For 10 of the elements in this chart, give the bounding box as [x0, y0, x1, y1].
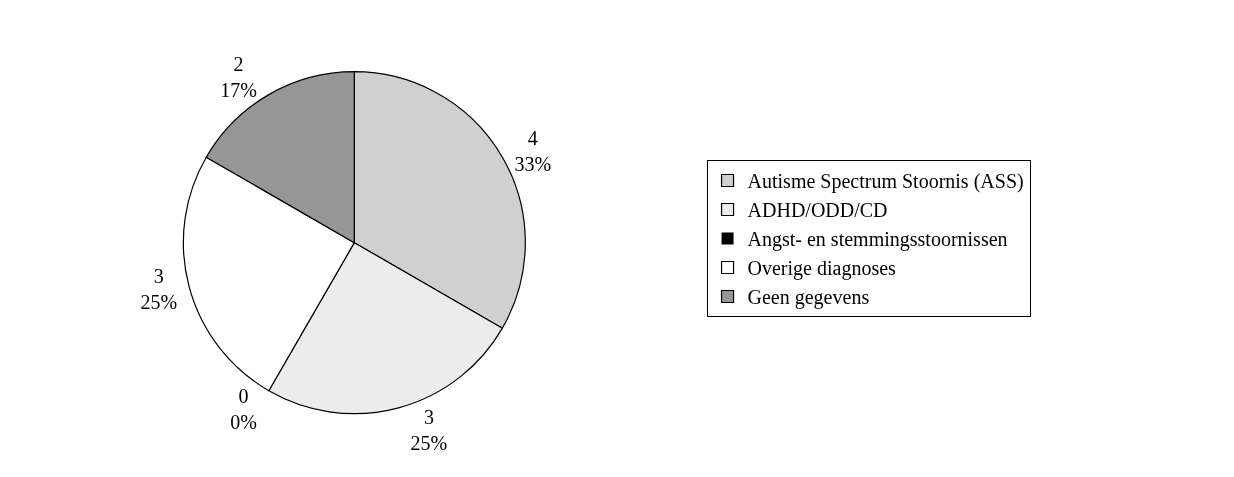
legend-label: Geen gegevens — [747, 286, 870, 310]
text: 0 0% — [230, 384, 257, 433]
data-label: 3 25% — [140, 264, 178, 313]
legend-label: Overige diagnoses — [747, 257, 897, 281]
legend-label: Autisme Spectrum Stoornis (ASS) — [747, 170, 1024, 194]
data-label: 4 33% — [514, 127, 552, 176]
data-label: 3 25% — [410, 406, 448, 455]
data-label: 2 17% — [220, 52, 257, 101]
legend-label: Angst- en stemmingsstoornissen — [747, 228, 1008, 252]
legend-label: ADHD/ODD/CD — [747, 199, 888, 222]
